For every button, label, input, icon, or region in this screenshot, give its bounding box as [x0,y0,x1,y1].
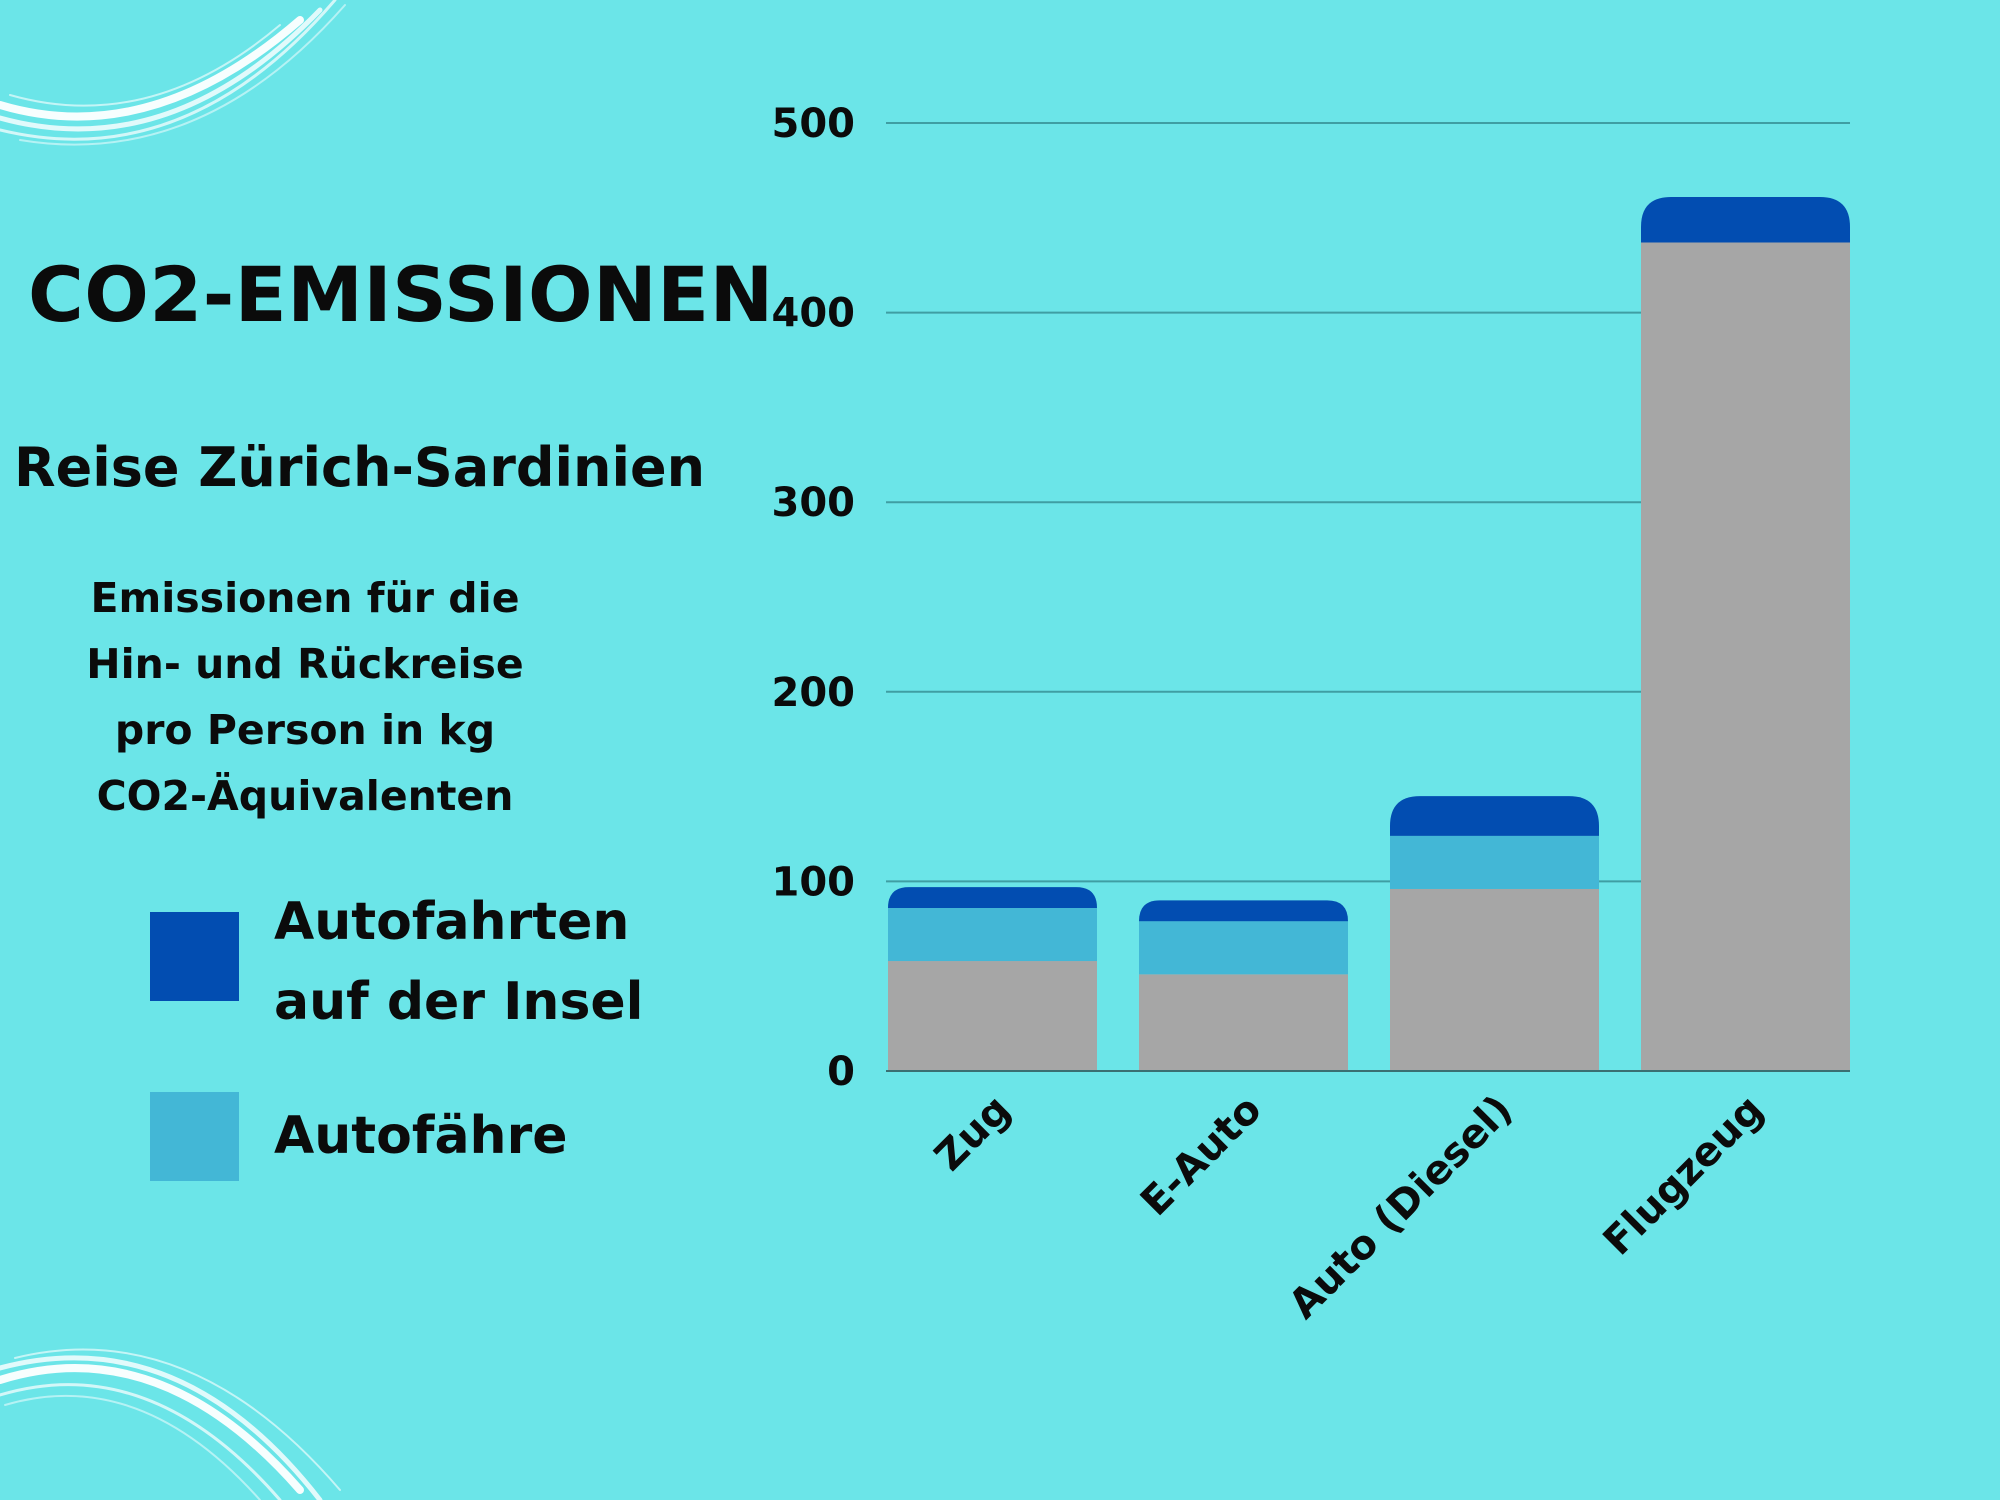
legend-label-line: auf der Insel [274,972,644,1032]
bar-segment [888,907,1097,962]
bar-segment [1641,242,1850,1071]
bar-segment [888,961,1097,1071]
bar-segment [1390,796,1599,836]
legend-label-island-drives: Autofahrten auf der Insel [274,882,643,1042]
x-category-label: Zug [926,1087,1019,1180]
y-tick-label: 300 [772,480,856,526]
description-line: Emissionen für die [90,574,520,622]
bar-segment [1139,974,1348,1071]
x-category-label: Auto (Diesel) [1280,1087,1521,1328]
bar-segment [888,887,1097,908]
bar-segment [1139,921,1348,975]
legend-label-ferry: Autofähre [274,1096,568,1176]
bar-segment [1390,888,1599,1071]
y-tick-label: 200 [772,670,856,716]
x-category-label: Flugzeug [1595,1087,1773,1265]
y-tick-label: 500 [772,101,856,147]
bar-segment [1139,900,1348,922]
y-tick-label: 400 [772,291,856,337]
x-category-label: E-Auto [1132,1087,1271,1226]
description-line: pro Person in kg [114,706,496,754]
page-title: CO2-EMISSIONEN [28,250,774,339]
bar-segment [1390,835,1599,889]
legend-label-line: Autofähre [274,1106,568,1166]
legend-swatch-ferry [150,1092,239,1181]
decorative-swirl-top [0,0,346,146]
legend-label-line: Autofahrten [274,892,630,952]
page-subtitle: Reise Zürich-Sardinien [14,436,706,499]
description: Emissionen für die Hin- und Rückreise pr… [40,565,570,829]
legend-swatch-island-drives [150,912,239,1001]
y-tick-label: 100 [772,859,856,905]
decorative-swirl-bottom [0,1348,341,1500]
description-line: CO2-Äquivalenten [96,772,514,820]
bar-segment [1641,196,1850,243]
y-tick-label: 0 [827,1049,855,1095]
description-line: Hin- und Rückreise [86,640,524,688]
